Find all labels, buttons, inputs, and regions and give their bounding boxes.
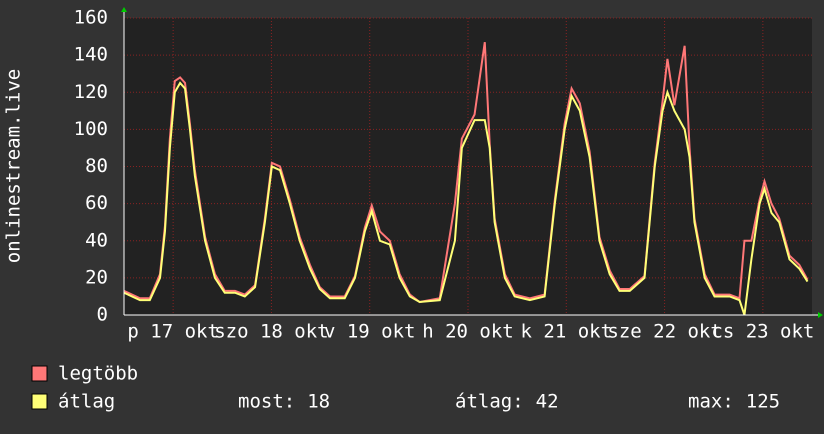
y-tick-label: 0 (97, 304, 108, 326)
y-tick-label: 120 (74, 81, 108, 103)
x-tick-label: h 20 okt (422, 321, 514, 343)
x-tick-label: cs 23 okt (711, 321, 814, 343)
x-tick-label: szo 18 okt (214, 321, 328, 343)
y-tick-label: 140 (74, 44, 108, 66)
stat-value: 18 (307, 391, 330, 413)
y-tick-label: 60 (85, 192, 108, 214)
stat-label: átlag: (455, 391, 524, 413)
stat-value: 125 (746, 391, 780, 413)
stat-label: most: (238, 391, 295, 413)
y-tick-label: 160 (74, 7, 108, 29)
legend-swatch (31, 365, 48, 382)
y-tick-label: 100 (74, 118, 108, 140)
y-tick-label: 80 (85, 155, 108, 177)
x-tick-label: k 21 okt (521, 321, 613, 343)
legend-label: átlag (58, 391, 115, 413)
series-line (123, 81, 809, 316)
stat-value: 42 (536, 391, 559, 413)
x-tick-label: p 17 okt (127, 321, 219, 343)
x-tick-label: sze 22 okt (607, 321, 721, 343)
legend-swatch (31, 393, 48, 410)
x-tick-label: v 19 okt (324, 321, 416, 343)
y-axis-arrow (121, 7, 127, 12)
y-tick-label: 40 (85, 229, 108, 251)
y-tick-label: 20 (85, 266, 108, 288)
legend-label: legtöbb (58, 363, 138, 385)
stat-label: max: (688, 391, 734, 413)
x-axis-arrow (818, 312, 823, 318)
y-axis-label: onlinestream.live (3, 69, 25, 263)
